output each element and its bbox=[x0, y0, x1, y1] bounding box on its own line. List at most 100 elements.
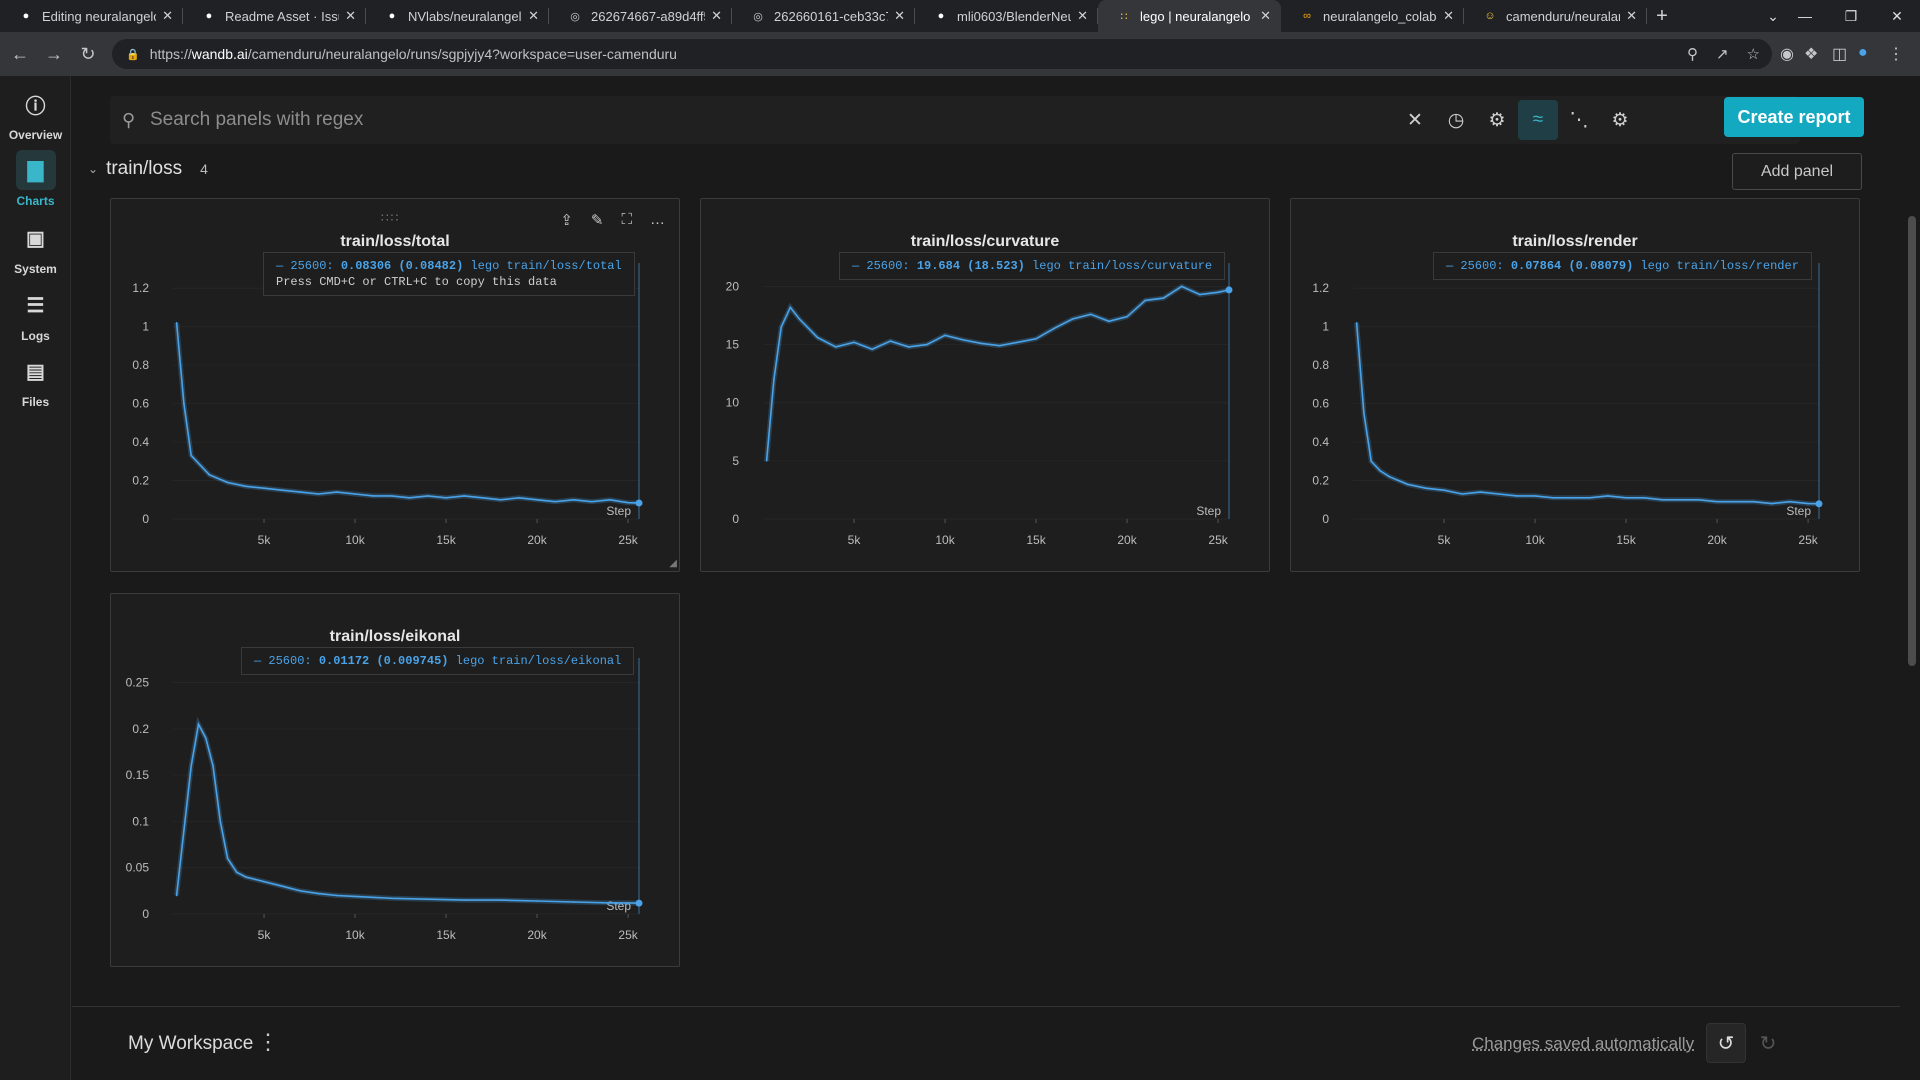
resize-handle-icon[interactable]: ◢ bbox=[669, 558, 677, 569]
data-point bbox=[226, 857, 229, 860]
sidebar-item-label: System bbox=[14, 262, 57, 276]
saved-status[interactable]: Changes saved automatically bbox=[1472, 1034, 1695, 1053]
y-tick-label: 5 bbox=[732, 454, 739, 468]
sidebar-item-logs[interactable]: ☰ Logs bbox=[0, 285, 71, 344]
tab-title: neuralangelo_colab.ip bbox=[1323, 8, 1437, 24]
smoothing-icon[interactable]: ≈ bbox=[1518, 100, 1558, 140]
browser-tab[interactable]: ∞ neuralangelo_colab.ip ✕ bbox=[1281, 0, 1464, 32]
back-icon[interactable]: ← bbox=[11, 43, 29, 64]
bookmark-star-icon[interactable]: ☆ bbox=[1746, 46, 1760, 63]
chart-panel[interactable]: train/loss/eikonal 0 0.05 0.1 0.15 0.2 0.25 5k 1… bbox=[110, 593, 680, 967]
x-tick-label: 25k bbox=[1798, 533, 1818, 547]
forward-icon[interactable]: → bbox=[45, 43, 63, 64]
browser-tab[interactable]: ∷ lego | neuralangelo – V ✕ bbox=[1098, 0, 1281, 32]
sidebar-item-charts[interactable]: ▇ Charts bbox=[0, 150, 71, 208]
zoom-icon[interactable]: ⚲ bbox=[1686, 46, 1698, 63]
data-point bbox=[1180, 285, 1183, 288]
data-point bbox=[889, 340, 892, 342]
more-options-icon[interactable]: … bbox=[650, 211, 665, 228]
hover-point bbox=[1225, 286, 1233, 294]
share-icon[interactable]: ↗ bbox=[1715, 46, 1729, 63]
browser-menu-icon[interactable]: ⋮ bbox=[1888, 46, 1904, 63]
browser-tab[interactable]: ● NVlabs/neuralangelo: ✕ bbox=[366, 0, 549, 32]
extension-icon[interactable]: ◉ bbox=[1780, 46, 1794, 63]
legend-run: lego train/loss/render bbox=[1640, 259, 1799, 273]
sidebar-item-system[interactable]: ▣ System bbox=[0, 218, 71, 277]
browser-tab[interactable]: ● Readme Asset · Issue # ✕ bbox=[183, 0, 366, 32]
chart-panel[interactable]: train/loss/curvature 0 5 10 15 20 5k 10k 15k 20k 2… bbox=[700, 198, 1270, 572]
close-window-icon[interactable]: ✕ bbox=[1891, 7, 1903, 24]
legend-step: 25600: bbox=[290, 259, 334, 273]
workspace-menu-icon[interactable]: ⋮ bbox=[257, 1029, 279, 1054]
data-point bbox=[1461, 493, 1464, 495]
chart-panel[interactable]: train/loss/total ∷∷ ⇪ ✎ ⛶ … 0 0.2 0.4 0.6 0.8 1 1.2 5… bbox=[110, 198, 680, 572]
clear-search-icon[interactable]: ✕ bbox=[1407, 109, 1423, 131]
close-tab-icon[interactable]: ✕ bbox=[1077, 8, 1088, 23]
panel-search-bar: ⚲ ✕ ◷ ⚙ ≈ ⋱ ⚙ bbox=[110, 96, 1800, 144]
y-tick-label: 1 bbox=[1322, 320, 1329, 334]
workspace-name[interactable]: My Workspace bbox=[128, 1033, 254, 1054]
browser-tab[interactable]: ● mli0603/BlenderNeur ✕ bbox=[915, 0, 1098, 32]
x-tick-label: 15k bbox=[1616, 533, 1636, 547]
scrollbar-thumb[interactable] bbox=[1908, 216, 1916, 666]
search-icon: ⚲ bbox=[122, 110, 136, 130]
settings-gear-icon[interactable]: ⚙ bbox=[1611, 109, 1629, 131]
data-point bbox=[175, 322, 178, 324]
data-point bbox=[1734, 500, 1737, 503]
add-panel-button[interactable]: Add panel bbox=[1732, 153, 1862, 190]
x-tick-label: 15k bbox=[436, 928, 456, 942]
close-tab-icon[interactable]: ✕ bbox=[1626, 8, 1637, 23]
history-icon[interactable]: ◷ bbox=[1447, 109, 1465, 131]
profile-avatar[interactable]: ● bbox=[1858, 44, 1868, 61]
section-header[interactable]: ⌄ train/loss 4 bbox=[88, 158, 208, 180]
legend-value: 19.684 bbox=[916, 259, 961, 273]
outliers-icon[interactable]: ⋱ bbox=[1569, 109, 1589, 131]
browser-tab[interactable]: ☺ camenduru/neuralang ✕ bbox=[1464, 0, 1647, 32]
restore-icon[interactable]: ❐ bbox=[1844, 7, 1858, 24]
x-axis-icon[interactable]: ⚙ bbox=[1488, 109, 1506, 131]
redo-icon[interactable]: ↻ bbox=[1759, 1032, 1777, 1055]
data-point bbox=[1643, 497, 1646, 499]
y-tick-label: 0.2 bbox=[1312, 474, 1329, 488]
browser-tab[interactable]: ◎ 262660161-ceb33c77 ✕ bbox=[732, 0, 915, 32]
puzzle-icon[interactable]: ❖ bbox=[1804, 46, 1819, 63]
fullscreen-icon[interactable]: ⛶ bbox=[621, 211, 632, 228]
sidebar-item-files[interactable]: ▤ Files bbox=[0, 351, 71, 410]
search-input[interactable] bbox=[142, 96, 1394, 144]
close-tab-icon[interactable]: ✕ bbox=[162, 8, 173, 23]
data-point bbox=[219, 820, 222, 823]
x-tick-label: 15k bbox=[1026, 533, 1046, 547]
minimize-icon[interactable]: — bbox=[1798, 8, 1812, 24]
new-tab-icon[interactable]: + bbox=[1656, 4, 1668, 27]
address-bar[interactable]: 🔒 https://wandb.ai/camenduru/neuralangel… bbox=[112, 39, 1772, 69]
create-report-button[interactable]: Create report bbox=[1724, 97, 1864, 137]
x-tick-label: 25k bbox=[618, 533, 638, 547]
close-tab-icon[interactable]: ✕ bbox=[711, 8, 722, 23]
sidebar-item-overview[interactable]: ⓘ Overview bbox=[0, 84, 71, 143]
y-tick-label: 0.4 bbox=[1312, 435, 1329, 449]
browser-tab[interactable]: ● Editing neuralangelo-c ✕ bbox=[0, 0, 183, 32]
data-point bbox=[1698, 498, 1700, 501]
data-point bbox=[609, 902, 611, 904]
tab-search-icon[interactable]: ⌄ bbox=[1767, 7, 1779, 24]
x-axis-label: Step bbox=[1786, 504, 1811, 518]
reload-icon[interactable]: ↻ bbox=[80, 43, 96, 64]
close-tab-icon[interactable]: ✕ bbox=[345, 8, 356, 23]
close-tab-icon[interactable]: ✕ bbox=[1260, 8, 1271, 23]
close-tab-icon[interactable]: ✕ bbox=[894, 8, 905, 23]
browser-tab[interactable]: ◎ 262674667-a89d4ff5-0 ✕ bbox=[549, 0, 732, 32]
drag-handle-icon[interactable]: ∷∷ bbox=[381, 211, 401, 225]
data-point bbox=[197, 723, 200, 725]
undo-icon[interactable]: ↺ bbox=[1706, 1023, 1746, 1063]
sidepanel-icon[interactable]: ◫ bbox=[1832, 46, 1848, 63]
y-tick-label: 15 bbox=[726, 338, 740, 352]
data-point bbox=[317, 493, 320, 495]
close-tab-icon[interactable]: ✕ bbox=[528, 8, 539, 23]
export-icon[interactable]: ⇪ bbox=[560, 212, 573, 229]
chevron-down-icon[interactable]: ⌄ bbox=[88, 162, 99, 176]
chart-panel[interactable]: train/loss/render 0 0.2 0.4 0.6 0.8 1 1.2 5k 10k 1… bbox=[1290, 198, 1860, 572]
y-tick-label: 1.2 bbox=[1312, 281, 1329, 295]
close-tab-icon[interactable]: ✕ bbox=[1443, 8, 1454, 23]
page-scrollbar[interactable] bbox=[1904, 76, 1920, 1080]
edit-pencil-icon[interactable]: ✎ bbox=[590, 212, 604, 229]
